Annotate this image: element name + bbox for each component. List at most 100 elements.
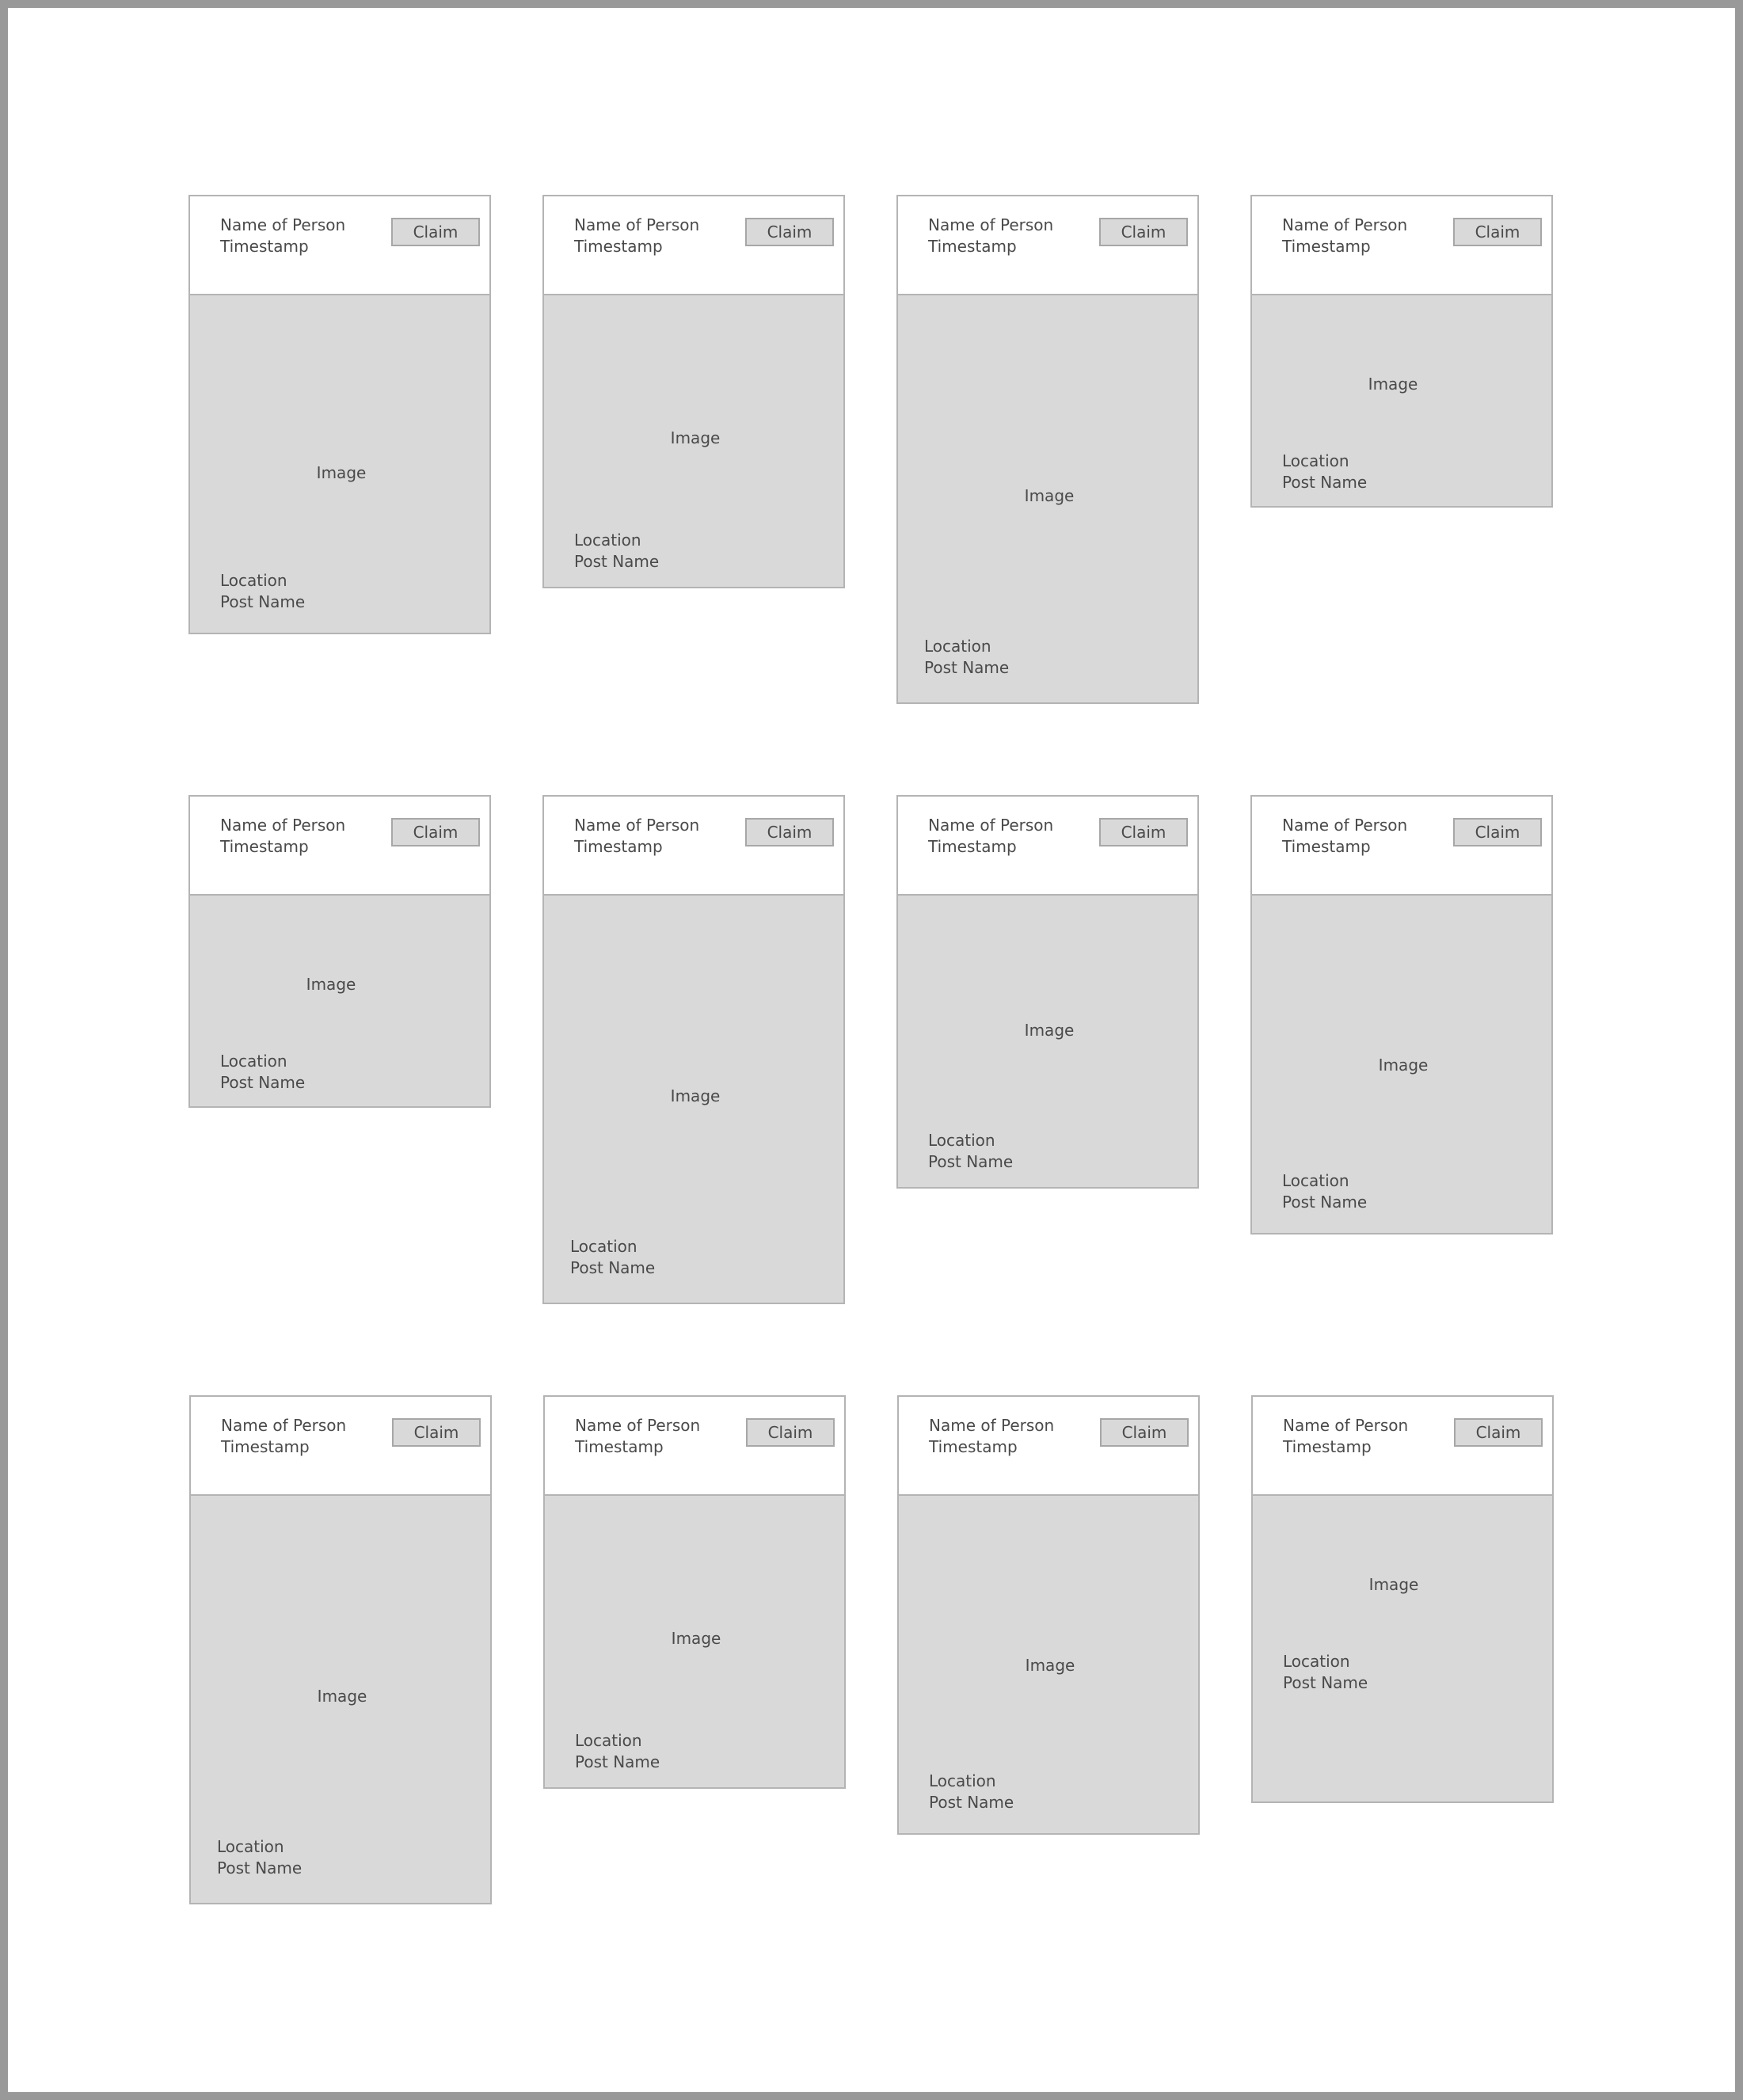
post-card[interactable]: Name of Person Timestamp Claim Image Loc… xyxy=(1251,1395,1554,1803)
wireframe-canvas: Name of Person Timestamp Claim Image Loc… xyxy=(8,8,1735,2092)
post-card[interactable]: Name of Person Timestamp Claim Image Loc… xyxy=(543,1395,846,1789)
timestamp: Timestamp xyxy=(220,837,309,856)
location-label: Location xyxy=(929,1771,996,1790)
card-header: Name of Person Timestamp Claim xyxy=(896,195,1199,294)
card-header: Name of Person Timestamp Claim xyxy=(188,795,491,894)
card-header: Name of Person Timestamp Claim xyxy=(188,195,491,294)
image-placeholder[interactable]: Image Location Post Name xyxy=(188,294,491,634)
timestamp: Timestamp xyxy=(1283,1437,1372,1456)
claim-button[interactable]: Claim xyxy=(745,818,834,846)
image-label: Image xyxy=(670,428,721,447)
post-card[interactable]: Name of Person Timestamp Claim Image Loc… xyxy=(188,195,491,634)
post-card[interactable]: Name of Person Timestamp Claim Image Loc… xyxy=(897,1395,1200,1835)
timestamp: Timestamp xyxy=(221,1437,310,1456)
image-placeholder[interactable]: Image Location Post Name xyxy=(897,1494,1200,1835)
card-header: Name of Person Timestamp Claim xyxy=(542,795,845,894)
claim-button[interactable]: Claim xyxy=(392,1418,481,1447)
person-name: Name of Person xyxy=(928,816,1054,835)
person-name: Name of Person xyxy=(575,1416,701,1435)
post-card[interactable]: Name of Person Timestamp Claim Image Loc… xyxy=(1250,195,1553,508)
claim-button[interactable]: Claim xyxy=(1454,1418,1543,1447)
timestamp: Timestamp xyxy=(1282,237,1371,256)
post-name-label: Post Name xyxy=(1283,1673,1368,1692)
card-header: Name of Person Timestamp Claim xyxy=(896,795,1199,894)
card-header: Name of Person Timestamp Claim xyxy=(542,195,845,294)
image-label: Image xyxy=(671,1629,721,1648)
image-placeholder[interactable]: Image Location Post Name xyxy=(1251,1494,1554,1803)
card-header: Name of Person Timestamp Claim xyxy=(897,1395,1200,1494)
post-card[interactable]: Name of Person Timestamp Claim Image Loc… xyxy=(1250,795,1553,1235)
image-placeholder[interactable]: Image Location Post Name xyxy=(543,1494,846,1789)
card-header: Name of Person Timestamp Claim xyxy=(1250,195,1553,294)
post-name-label: Post Name xyxy=(1282,473,1368,492)
claim-button[interactable]: Claim xyxy=(1099,818,1188,846)
post-name-label: Post Name xyxy=(928,1152,1014,1171)
image-label: Image xyxy=(1368,1575,1419,1594)
timestamp: Timestamp xyxy=(928,837,1017,856)
card-header: Name of Person Timestamp Claim xyxy=(189,1395,492,1494)
location-label: Location xyxy=(220,571,287,590)
location-label: Location xyxy=(1282,451,1349,470)
post-name-label: Post Name xyxy=(220,592,306,611)
person-name: Name of Person xyxy=(220,816,346,835)
post-name-label: Post Name xyxy=(929,1793,1014,1812)
location-label: Location xyxy=(220,1052,287,1071)
image-placeholder[interactable]: Image Location Post Name xyxy=(542,294,845,588)
post-name-label: Post Name xyxy=(924,658,1010,677)
claim-button[interactable]: Claim xyxy=(746,1418,835,1447)
timestamp: Timestamp xyxy=(928,237,1017,256)
image-placeholder[interactable]: Image Location Post Name xyxy=(542,894,845,1304)
image-placeholder[interactable]: Image Location Post Name xyxy=(189,1494,492,1904)
location-label: Location xyxy=(217,1837,284,1856)
location-label: Location xyxy=(924,637,991,656)
claim-button[interactable]: Claim xyxy=(1099,218,1188,246)
post-name-label: Post Name xyxy=(220,1073,306,1092)
timestamp: Timestamp xyxy=(1282,837,1371,856)
image-label: Image xyxy=(317,1687,367,1706)
location-label: Location xyxy=(570,1237,637,1256)
post-card[interactable]: Name of Person Timestamp Claim Image Loc… xyxy=(189,1395,492,1904)
person-name: Name of Person xyxy=(220,215,346,234)
post-card[interactable]: Name of Person Timestamp Claim Image Loc… xyxy=(542,795,845,1304)
image-placeholder[interactable]: Image Location Post Name xyxy=(896,894,1199,1189)
timestamp: Timestamp xyxy=(574,837,663,856)
image-label: Image xyxy=(1378,1056,1429,1075)
post-card[interactable]: Name of Person Timestamp Claim Image Loc… xyxy=(542,195,845,588)
person-name: Name of Person xyxy=(221,1416,347,1435)
timestamp: Timestamp xyxy=(575,1437,664,1456)
image-label: Image xyxy=(1024,1021,1075,1040)
image-label: Image xyxy=(316,463,367,482)
claim-button[interactable]: Claim xyxy=(745,218,834,246)
image-label: Image xyxy=(1025,1656,1075,1675)
location-label: Location xyxy=(574,531,641,550)
timestamp: Timestamp xyxy=(220,237,309,256)
image-label: Image xyxy=(306,975,356,994)
claim-button[interactable]: Claim xyxy=(1453,218,1542,246)
image-placeholder[interactable]: Image Location Post Name xyxy=(1250,294,1553,508)
card-header: Name of Person Timestamp Claim xyxy=(1251,1395,1554,1494)
location-label: Location xyxy=(1282,1171,1349,1190)
image-label: Image xyxy=(1368,375,1418,394)
person-name: Name of Person xyxy=(1282,215,1408,234)
card-header: Name of Person Timestamp Claim xyxy=(1250,795,1553,894)
post-card[interactable]: Name of Person Timestamp Claim Image Loc… xyxy=(896,795,1199,1189)
post-card[interactable]: Name of Person Timestamp Claim Image Loc… xyxy=(896,195,1199,704)
post-name-label: Post Name xyxy=(217,1858,303,1877)
post-card[interactable]: Name of Person Timestamp Claim Image Loc… xyxy=(188,795,491,1108)
person-name: Name of Person xyxy=(574,816,700,835)
image-placeholder[interactable]: Image Location Post Name xyxy=(188,894,491,1108)
location-label: Location xyxy=(1283,1652,1350,1671)
person-name: Name of Person xyxy=(574,215,700,234)
claim-button[interactable]: Claim xyxy=(1100,1418,1189,1447)
claim-button[interactable]: Claim xyxy=(1453,818,1542,846)
person-name: Name of Person xyxy=(929,1416,1055,1435)
person-name: Name of Person xyxy=(1283,1416,1409,1435)
image-placeholder[interactable]: Image Location Post Name xyxy=(896,294,1199,704)
claim-button[interactable]: Claim xyxy=(391,818,480,846)
image-label: Image xyxy=(1024,486,1075,505)
image-placeholder[interactable]: Image Location Post Name xyxy=(1250,894,1553,1235)
image-label: Image xyxy=(670,1086,721,1105)
person-name: Name of Person xyxy=(928,215,1054,234)
location-label: Location xyxy=(928,1131,995,1150)
claim-button[interactable]: Claim xyxy=(391,218,480,246)
